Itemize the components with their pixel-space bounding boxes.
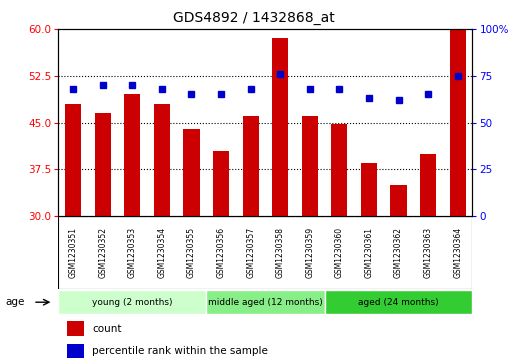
Bar <box>325 290 472 314</box>
Text: GSM1230364: GSM1230364 <box>453 227 462 278</box>
Text: GSM1230360: GSM1230360 <box>335 227 344 278</box>
Text: GDS4892 / 1432868_at: GDS4892 / 1432868_at <box>173 11 335 25</box>
Text: GSM1230358: GSM1230358 <box>276 227 284 278</box>
Bar <box>242 116 259 216</box>
Text: GSM1230363: GSM1230363 <box>424 227 433 278</box>
Bar <box>67 322 84 336</box>
Text: GSM1230355: GSM1230355 <box>187 227 196 278</box>
Text: GSM1230352: GSM1230352 <box>98 227 107 278</box>
Text: percentile rank within the sample: percentile rank within the sample <box>92 346 268 356</box>
Bar <box>213 151 229 216</box>
Text: GSM1230353: GSM1230353 <box>128 227 137 278</box>
Bar <box>272 38 289 216</box>
Text: middle aged (12 months): middle aged (12 months) <box>208 298 323 307</box>
Bar <box>94 113 111 216</box>
Text: GSM1230359: GSM1230359 <box>305 227 314 278</box>
Text: GSM1230361: GSM1230361 <box>364 227 373 278</box>
Bar <box>58 290 206 314</box>
Bar <box>65 104 81 216</box>
Bar <box>206 290 325 314</box>
Text: aged (24 months): aged (24 months) <box>358 298 439 307</box>
Bar <box>124 94 141 216</box>
Bar <box>331 124 347 216</box>
Bar <box>390 185 406 216</box>
Bar <box>450 29 466 216</box>
Text: GSM1230356: GSM1230356 <box>216 227 226 278</box>
Text: GSM1230362: GSM1230362 <box>394 227 403 278</box>
Text: count: count <box>92 323 122 334</box>
Text: GSM1230351: GSM1230351 <box>69 227 78 278</box>
Bar <box>154 104 170 216</box>
Text: GSM1230354: GSM1230354 <box>157 227 167 278</box>
Text: age: age <box>5 297 24 307</box>
Text: young (2 months): young (2 months) <box>92 298 173 307</box>
Bar <box>302 116 318 216</box>
Bar <box>67 344 84 358</box>
Text: GSM1230357: GSM1230357 <box>246 227 255 278</box>
Bar <box>361 163 377 216</box>
Bar <box>183 129 200 216</box>
Bar <box>420 154 436 216</box>
